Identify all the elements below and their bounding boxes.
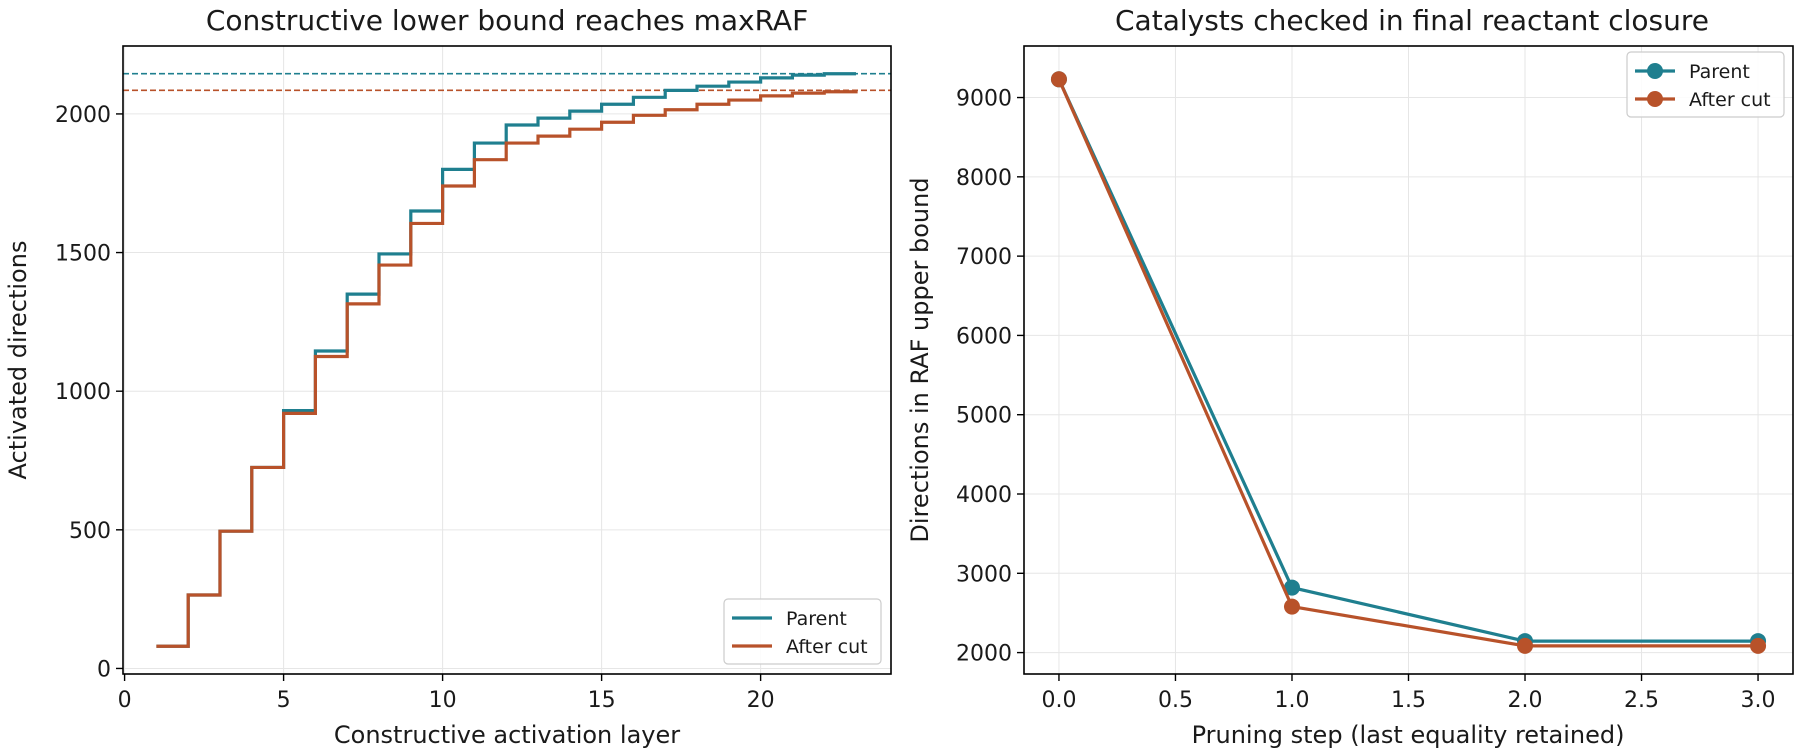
- series-point-after_cut: [1750, 637, 1767, 654]
- x-tick-label: 20: [747, 688, 775, 713]
- x-tick-label: 15: [588, 688, 616, 713]
- y-tick-label: 3000: [956, 562, 1012, 587]
- right-chart-legend: Parent After cut: [1626, 51, 1785, 118]
- y-tick-label: 6000: [956, 324, 1012, 349]
- left-chart-plot-area: [123, 72, 891, 648]
- right-chart-panel: Catalysts checked in final reactant clos…: [906, 4, 1794, 749]
- y-tick-label: 2000: [55, 103, 111, 128]
- y-tick-label: 7000: [956, 245, 1012, 270]
- y-tick-label: 5000: [956, 404, 1012, 429]
- left-chart-legend: Parent After cut: [723, 598, 882, 665]
- series-line-parent: [1057, 78, 1759, 643]
- x-tick-label: 1.5: [1391, 688, 1426, 713]
- series-point-after_cut: [1517, 637, 1534, 654]
- legend-label-after_cut: After cut: [1689, 89, 1771, 111]
- x-tick-label: 3.0: [1741, 688, 1776, 713]
- y-tick-label: 4000: [956, 483, 1012, 508]
- y-tick-label: 2000: [956, 642, 1012, 667]
- right-chart-x-axis-label: Pruning step (last equality retained): [1192, 721, 1625, 749]
- left-chart-x-axis-label: Constructive activation layer: [334, 721, 680, 749]
- x-tick-label: 2.5: [1624, 688, 1659, 713]
- legend-label-parent: Parent: [1689, 61, 1750, 83]
- x-tick-label: 2.0: [1508, 688, 1543, 713]
- y-tick-label: 1000: [55, 380, 111, 405]
- left-chart-title: Constructive lower bound reaches maxRAF: [206, 4, 808, 37]
- legend-marker-parent: [1647, 63, 1663, 79]
- y-tick-label: 9000: [956, 87, 1012, 112]
- legend-label-after_cut: After cut: [786, 636, 868, 658]
- series-point-after_cut: [1050, 71, 1067, 88]
- series-line-after_cut: [1057, 78, 1759, 648]
- x-tick-label: 0.5: [1158, 688, 1193, 713]
- legend-marker-after_cut: [1647, 91, 1663, 107]
- left-chart-frame: [122, 45, 892, 675]
- x-tick-label: 0: [118, 688, 132, 713]
- legend-box: [1626, 51, 1785, 118]
- right-chart-plot-area: [1050, 71, 1767, 654]
- legend-box: [723, 598, 882, 665]
- right-chart-ticks: 0.0 0.5 1.0 1.5 2.0 2.5 3.0 2000 3000 4000 5000 600…: [956, 87, 1776, 713]
- x-tick-label: 0.0: [1041, 688, 1076, 713]
- series-point-parent: [1283, 579, 1300, 596]
- x-tick-label: 10: [429, 688, 457, 713]
- y-tick-label: 8000: [956, 166, 1012, 191]
- legend-label-parent: Parent: [786, 608, 847, 630]
- y-tick-label: 1500: [55, 242, 111, 267]
- series-point-after_cut: [1283, 598, 1300, 615]
- left-chart-ticks: 0 5 10 15 20 0 500 1000 1500 2000: [55, 103, 775, 713]
- right-chart-y-axis-label: Directions in RAF upper bound: [906, 177, 934, 542]
- right-chart-grid: [1024, 46, 1793, 674]
- left-chart-panel: Constructive lower bound reaches maxRAF …: [4, 4, 892, 749]
- left-chart-y-axis-label: Activated directions: [4, 241, 32, 480]
- y-tick-label: 0: [97, 657, 111, 682]
- x-tick-label: 5: [277, 688, 291, 713]
- series-line-after_cut: [156, 90, 858, 648]
- right-chart-title: Catalysts checked in final reactant clos…: [1115, 4, 1709, 37]
- y-tick-label: 500: [69, 519, 111, 544]
- x-tick-label: 1.0: [1274, 688, 1309, 713]
